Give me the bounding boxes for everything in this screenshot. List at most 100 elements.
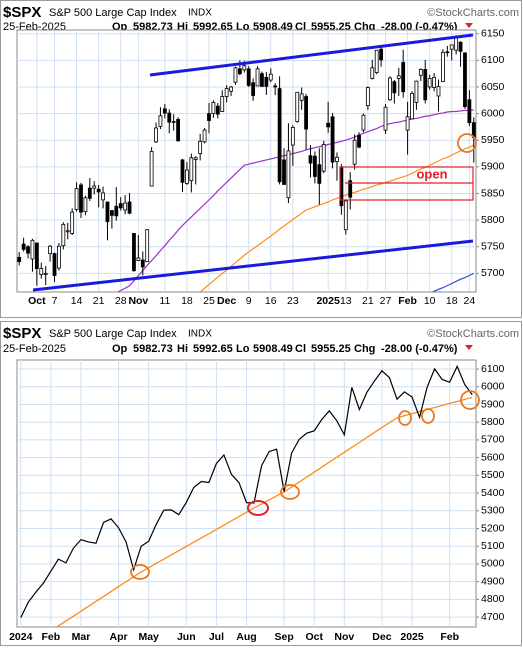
highlight-circle — [398, 410, 412, 426]
quote-value: -28.00 (-0.47%) — [381, 343, 458, 355]
candle-body — [423, 69, 428, 101]
candle-body — [193, 157, 198, 160]
candle-body — [343, 200, 348, 231]
y-tick-label: 5800 — [481, 416, 505, 428]
y-tick-label: 5800 — [481, 214, 505, 226]
quote-label: Cl — [295, 343, 306, 355]
candle-body — [224, 88, 229, 97]
x-tick-label: Nov — [334, 631, 354, 643]
highlight-circle — [130, 564, 150, 580]
x-tick-label: 11 — [159, 295, 170, 307]
x-tick-label: Jul — [209, 631, 224, 643]
candle-body — [260, 73, 264, 87]
x-tick-label: 24 — [464, 295, 476, 307]
moving-average — [199, 144, 475, 292]
candle-body — [26, 246, 30, 254]
candle-body — [220, 96, 225, 112]
candle-body — [34, 242, 39, 269]
x-tick-label: 28 — [115, 295, 127, 307]
y-tick-label: 6100 — [481, 54, 505, 66]
x-tick-label: 21 — [362, 295, 374, 307]
candle-body — [348, 180, 353, 198]
y-tick-label: 4800 — [481, 593, 505, 605]
x-tick-label: 10 — [424, 295, 436, 307]
candle-body — [335, 156, 339, 162]
candle-body — [154, 127, 158, 143]
quote-label: Chg — [354, 343, 375, 355]
candle-body — [454, 36, 459, 51]
x-tick-label: 7 — [52, 295, 58, 307]
candle-body — [268, 73, 273, 81]
quote-label: Hi — [177, 343, 188, 355]
x-tick-label: Oct — [28, 295, 46, 307]
annotations: open — [32, 23, 480, 580]
candle-body — [158, 115, 163, 127]
y-tick-label: 5900 — [481, 398, 505, 410]
x-tick-label: 16 — [265, 295, 277, 307]
candle-body — [132, 233, 136, 272]
candle-body — [52, 253, 57, 276]
y-tick-label: 5700 — [481, 434, 505, 446]
candle-body — [17, 256, 22, 263]
candle-body — [251, 82, 256, 96]
y-tick-label: 5900 — [481, 161, 505, 173]
candle-body — [185, 169, 189, 184]
candle-body — [436, 86, 441, 97]
candle-body — [21, 243, 26, 250]
candle-body — [365, 87, 370, 107]
x-tick-label: Aug — [236, 631, 256, 643]
candle-body — [463, 52, 467, 108]
candle-body — [410, 92, 414, 120]
quote-value: 5992.65 — [193, 343, 233, 355]
candle-body — [92, 185, 97, 189]
candle-body — [432, 76, 436, 88]
symbol: $SPX — [3, 4, 41, 21]
x-tick-label: Mar — [72, 631, 91, 643]
candle-body — [374, 49, 379, 74]
x-tick-label: 23 — [287, 295, 299, 307]
candle-body — [145, 229, 150, 263]
candle-body — [162, 108, 167, 114]
candle-body — [39, 268, 44, 275]
candle-body — [57, 245, 61, 269]
y-tick-label: 5500 — [481, 469, 505, 481]
candle-body — [440, 51, 445, 83]
trend-line — [32, 239, 474, 292]
candle-body — [330, 116, 335, 163]
y-tick-label: 5850 — [481, 187, 505, 199]
x-tick-label: 2025 — [400, 631, 424, 643]
quote-label: Cl — [295, 21, 306, 33]
candle-body — [229, 86, 233, 92]
candle-body — [127, 201, 132, 214]
candle-body — [65, 230, 70, 233]
x-tick-label: 25 — [203, 295, 215, 307]
y-tick-label: 6000 — [481, 381, 505, 393]
candle-body — [61, 223, 66, 247]
y-tick-label: 5200 — [481, 522, 505, 534]
candle-body — [277, 88, 282, 183]
candle-body — [405, 116, 410, 131]
x-tick-label: 2024 — [9, 631, 33, 643]
x-tick-label: Feb — [42, 631, 61, 643]
candle-body — [180, 159, 185, 183]
x-tick-label: Jun — [177, 631, 196, 643]
candle-body — [233, 67, 238, 83]
x-tick-label: Feb — [440, 631, 459, 643]
candle-body — [211, 102, 216, 115]
candle-body — [383, 106, 388, 131]
candle-body — [392, 81, 397, 94]
candle-body — [317, 164, 322, 184]
x-tick-label: Dec — [372, 631, 391, 643]
highlight-circle — [421, 408, 435, 424]
y-tick-label: 6000 — [481, 107, 505, 119]
x-tick-label: 9 — [246, 295, 252, 307]
y-tick-label: 4900 — [481, 575, 505, 587]
candle-body — [123, 202, 128, 211]
candle-body — [70, 211, 75, 234]
candle-body — [299, 93, 304, 101]
quote-value: 5982.73 — [133, 343, 173, 355]
y-tick-label: 4700 — [481, 611, 505, 623]
candle-body — [202, 129, 207, 143]
